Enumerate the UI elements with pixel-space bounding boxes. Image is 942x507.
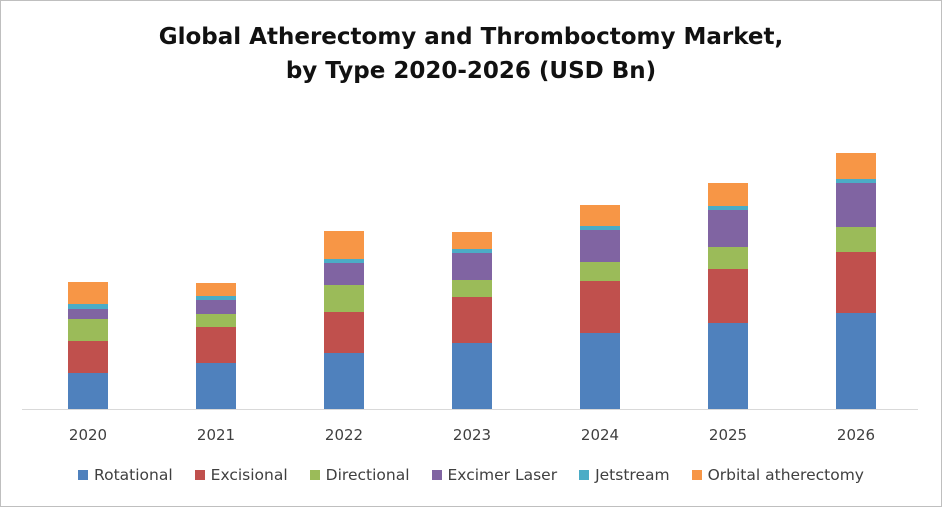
legend-item-excisional: Excisional <box>194 464 288 486</box>
legend-swatch <box>431 470 442 480</box>
bar-segment-2021-directional <box>196 314 236 327</box>
legend-item-directional: Directional <box>309 464 410 486</box>
bar-segment-2026-directional <box>836 227 876 252</box>
bar-segment-2020-jetstream <box>68 304 108 309</box>
chart-title-line-2: by Type 2020-2026 (USD Bn) <box>285 58 657 84</box>
bar-segment-2024-directional <box>580 262 620 281</box>
chart-legend: Rotational Excisional Directional Excimer L… <box>0 464 942 486</box>
bar-segment-2024-jetstream <box>580 226 620 230</box>
legend-swatch <box>78 470 89 480</box>
legend-label: Orbital atherectomy <box>707 466 864 484</box>
bar-segment-2022-jetstream <box>324 259 364 263</box>
legend-swatch <box>579 470 590 480</box>
x-tick-label-2022: 2022 <box>325 426 363 444</box>
bar-segment-2026-rotational <box>836 313 876 409</box>
bar-segment-2024-excimer-laser <box>580 230 620 262</box>
x-tick-label-2020: 2020 <box>69 426 107 444</box>
bar-segment-2021-orbital-atherectomy <box>196 283 236 296</box>
legend-swatch <box>309 470 320 480</box>
legend-swatch <box>194 470 205 480</box>
bar-segment-2024-excisional <box>580 281 620 333</box>
legend-item-excimer-laser: Excimer Laser <box>431 464 558 486</box>
bar-segment-2020-orbital-atherectomy <box>68 282 108 304</box>
bar-segment-2020-rotational <box>68 373 108 409</box>
bar-segment-2026-jetstream <box>836 179 876 183</box>
legend-swatch <box>691 470 702 480</box>
bar-segment-2022-excisional <box>324 312 364 353</box>
bar-segment-2025-excimer-laser <box>708 210 748 247</box>
bar-segment-2022-excimer-laser <box>324 263 364 285</box>
bar-segment-2023-jetstream <box>452 249 492 253</box>
bar-segment-2021-rotational <box>196 363 236 409</box>
x-tick-label-2026: 2026 <box>837 426 875 444</box>
bar-segment-2025-excisional <box>708 269 748 323</box>
legend-item-rotational: Rotational <box>78 464 173 486</box>
legend-item-jetstream: Jetstream <box>579 464 670 486</box>
legend-label: Excisional <box>210 466 288 484</box>
legend-label: Rotational <box>94 466 173 484</box>
bar-segment-2024-rotational <box>580 333 620 409</box>
bar-segment-2024-orbital-atherectomy <box>580 205 620 226</box>
bar-segment-2023-excisional <box>452 297 492 343</box>
bar-segment-2025-orbital-atherectomy <box>708 183 748 206</box>
bar-segment-2026-orbital-atherectomy <box>836 153 876 179</box>
bar-segment-2023-excimer-laser <box>452 253 492 280</box>
bar-segment-2023-directional <box>452 280 492 297</box>
bar-segment-2022-orbital-atherectomy <box>324 231 364 259</box>
x-tick-label-2023: 2023 <box>453 426 491 444</box>
bar-segment-2023-rotational <box>452 343 492 409</box>
bar-segment-2025-directional <box>708 247 748 269</box>
bar-segment-2020-excisional <box>68 341 108 373</box>
bar-segment-2025-rotational <box>708 323 748 409</box>
x-tick-label-2025: 2025 <box>709 426 747 444</box>
bar-segment-2022-directional <box>324 285 364 312</box>
legend-label: Directional <box>325 466 410 484</box>
chart-title-line-1: Global Atherectomy and Thromboctomy Mark… <box>158 24 784 50</box>
legend-label: Excimer Laser <box>447 466 558 484</box>
bar-segment-2026-excisional <box>836 252 876 313</box>
bar-segment-2021-excisional <box>196 327 236 363</box>
bar-segment-2020-directional <box>68 319 108 341</box>
bar-segment-2022-rotational <box>324 353 364 409</box>
bar-segment-2020-excimer-laser <box>68 309 108 319</box>
chart-title: Global Atherectomy and Thromboctomy Mark… <box>0 20 942 88</box>
bar-segment-2023-orbital-atherectomy <box>452 232 492 249</box>
bar-segment-2025-jetstream <box>708 206 748 210</box>
bar-segment-2021-excimer-laser <box>196 300 236 314</box>
x-tick-label-2024: 2024 <box>581 426 619 444</box>
legend-item-orbital-atherectomy: Orbital atherectomy <box>691 464 864 486</box>
bar-segment-2021-jetstream <box>196 296 236 300</box>
bar-segment-2026-excimer-laser <box>836 183 876 227</box>
legend-label: Jetstream <box>595 466 670 484</box>
x-tick-label-2021: 2021 <box>197 426 235 444</box>
